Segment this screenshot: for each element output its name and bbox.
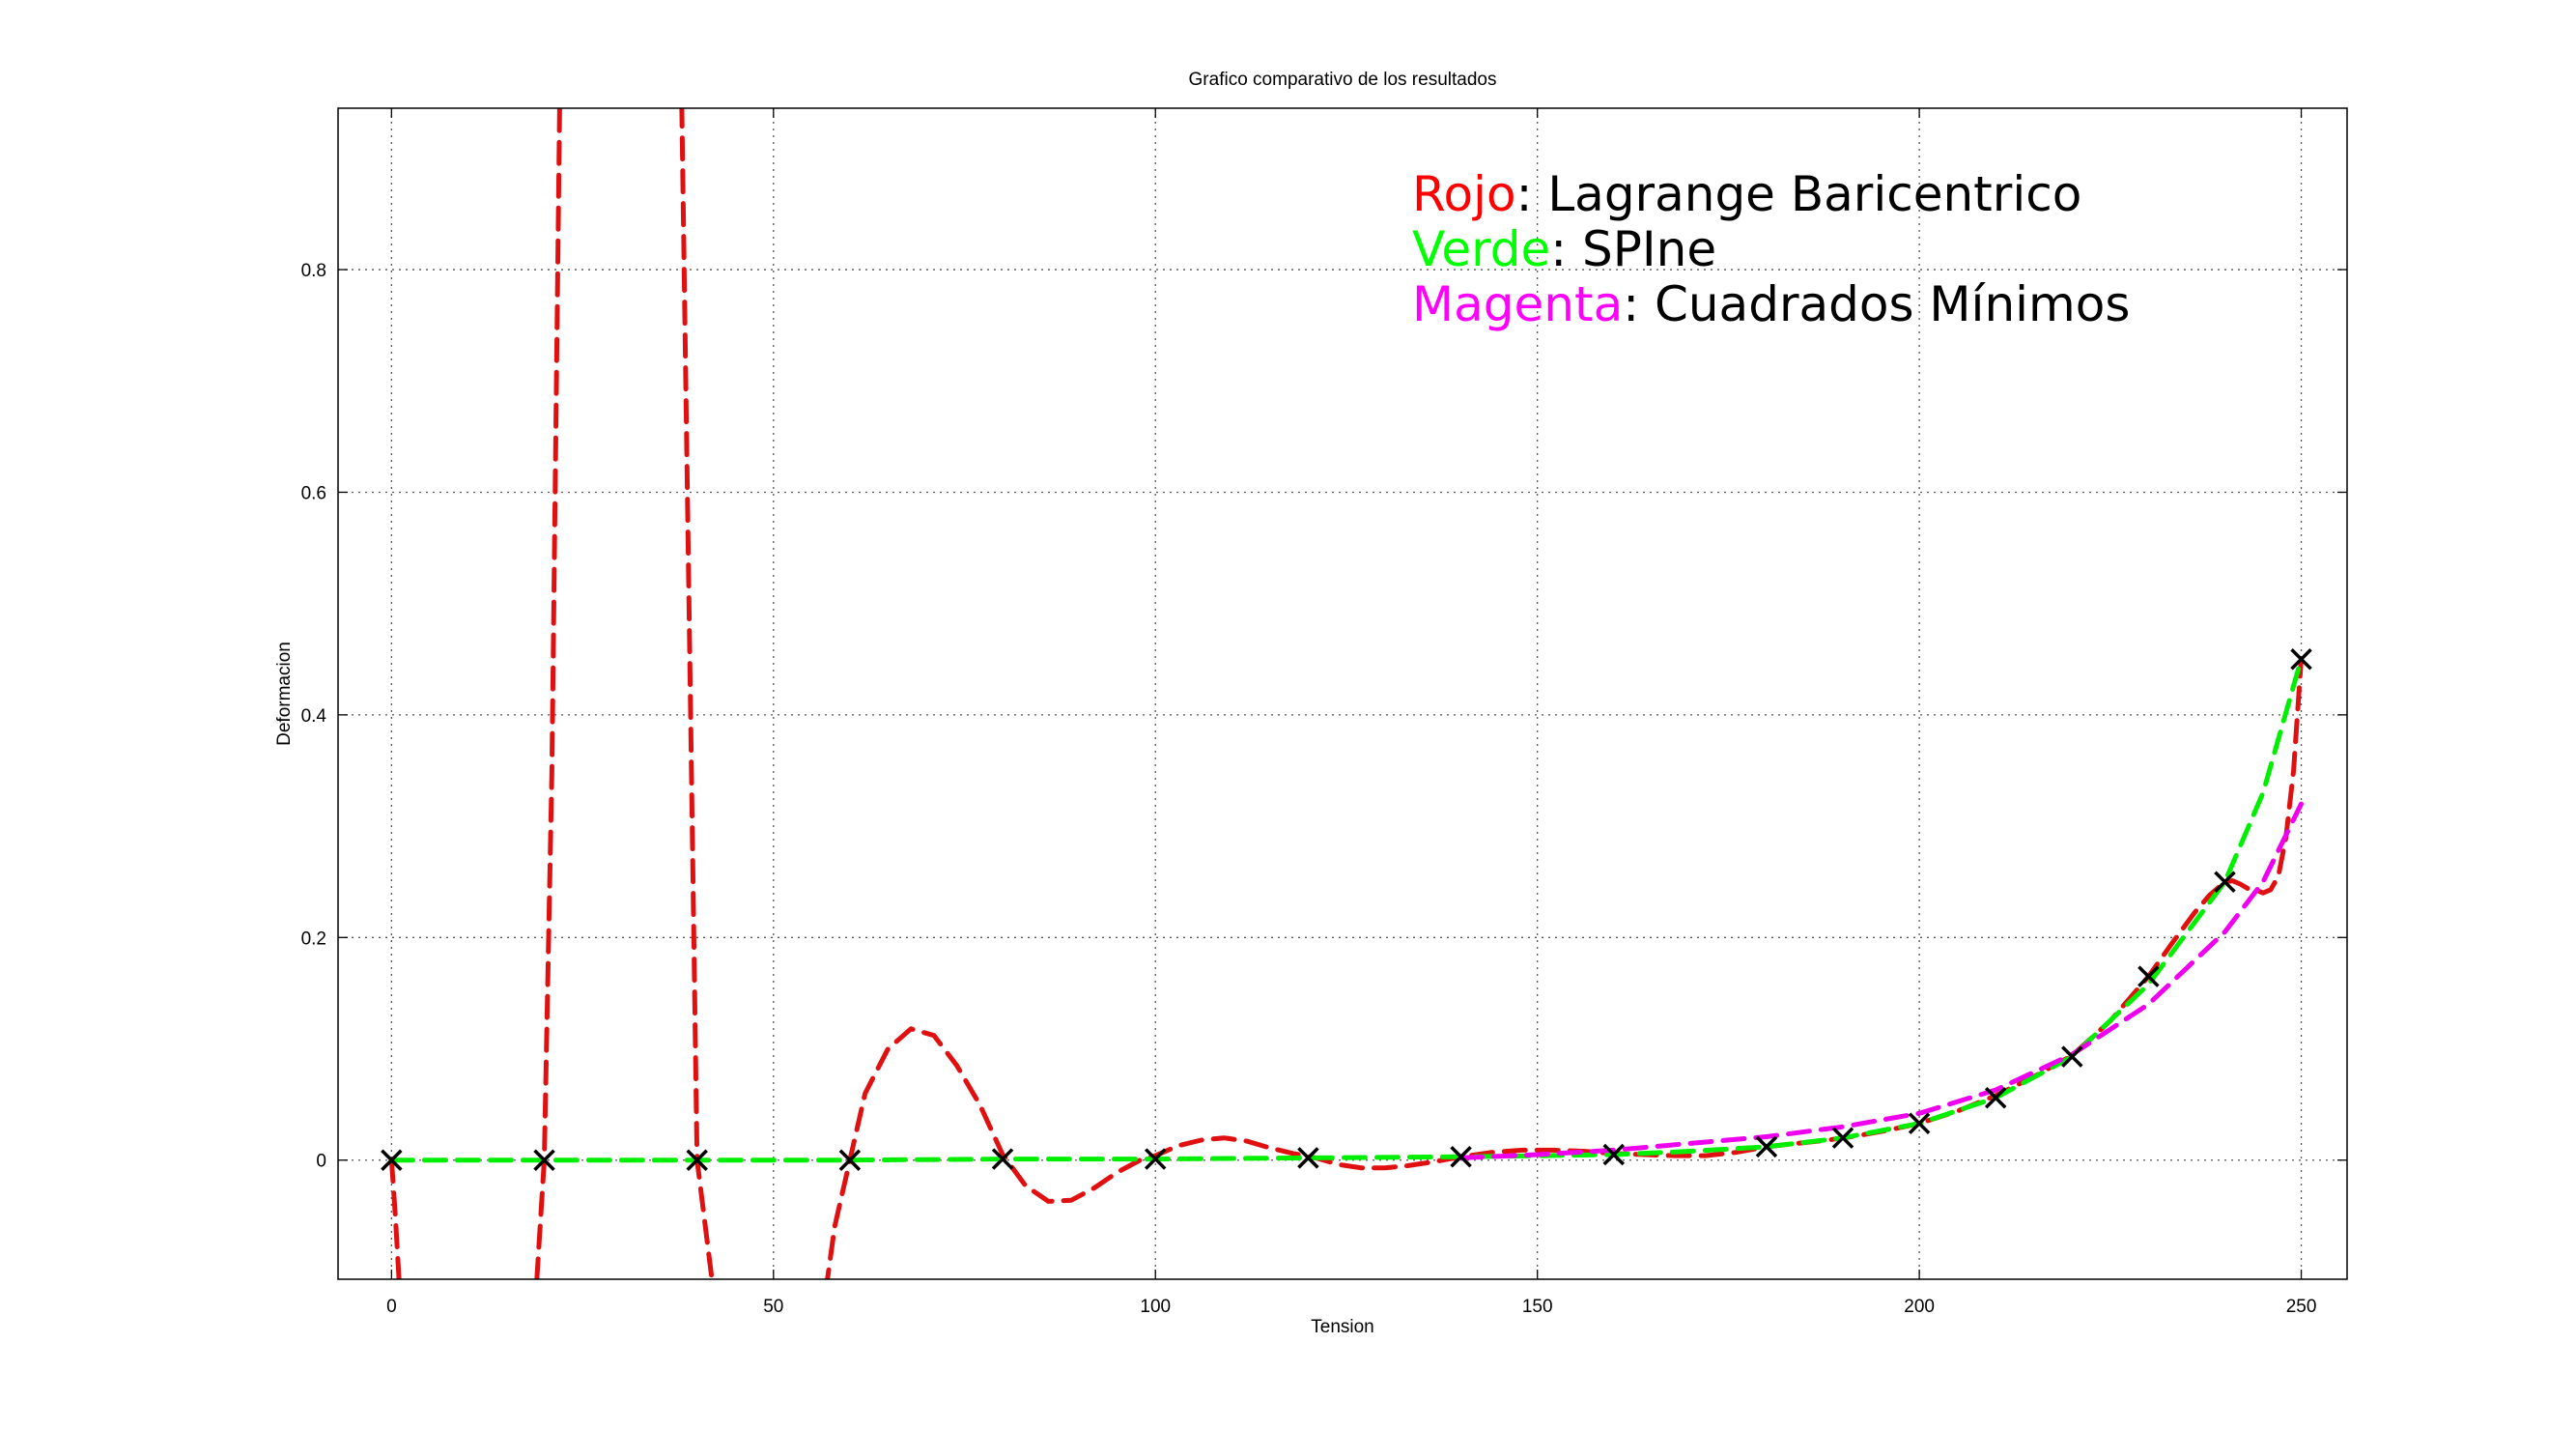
annotation-description: : Cuadrados Mínimos <box>1623 276 2130 332</box>
x-tick-label: 250 <box>2286 1297 2317 1317</box>
data-point-marker <box>1297 1147 1319 1169</box>
series-line-cuadrados <box>1458 801 2304 1160</box>
data-point-marker <box>1755 1135 1778 1158</box>
data-point-marker <box>991 1148 1014 1170</box>
data-point-marker <box>381 1149 403 1171</box>
annotation-color-word: Verde <box>1412 221 1550 277</box>
series-line-lagrange <box>388 108 2304 1279</box>
data-point-marker <box>1144 1148 1167 1170</box>
data-point-marker <box>2137 965 2160 987</box>
data-point-marker <box>1602 1143 1625 1166</box>
y-tick-label: 0 <box>316 1152 326 1172</box>
annotation-line: Magenta: Cuadrados Mínimos <box>1412 276 2130 332</box>
x-tick-label: 50 <box>763 1297 783 1317</box>
annotation-color-word: Magenta <box>1412 276 1623 332</box>
x-tick-label: 150 <box>1522 1297 1553 1317</box>
data-point-marker <box>2214 871 2236 893</box>
data-point-marker <box>2061 1045 2083 1068</box>
plot-frame <box>337 107 2348 1280</box>
data-point-marker <box>533 1149 555 1171</box>
data-point-marker <box>1831 1127 1854 1149</box>
annotation-description: : Lagrange Baricentrico <box>1516 166 2082 222</box>
annotation-line: Verde: SPIne <box>1412 221 1716 277</box>
y-tick-label: 0.6 <box>301 483 326 503</box>
x-axis-title: Tension <box>1311 1317 1374 1337</box>
data-points <box>381 648 2312 1171</box>
data-point-marker <box>1908 1112 1931 1134</box>
annotation-color-word: Rojo <box>1412 166 1516 222</box>
axis-ticks: 0 50 100 150 200 250 0 0.2 0.4 0.6 0.8 <box>301 108 2347 1317</box>
data-point-marker <box>2290 648 2312 671</box>
y-axis-title: Deformacion <box>274 642 295 746</box>
x-tick-label: 200 <box>1904 1297 1935 1317</box>
series-line-spline <box>388 656 2304 1163</box>
grid <box>338 108 2347 1279</box>
data-point-marker <box>838 1149 862 1171</box>
y-tick-label: 0.4 <box>301 706 327 727</box>
data-point-marker <box>1984 1086 2007 1109</box>
y-tick-label: 0.8 <box>301 261 326 281</box>
chart-title: Grafico comparativo de los resultados <box>1189 70 1497 90</box>
annotation-description: : SPIne <box>1550 221 1716 277</box>
x-tick-label: 100 <box>1140 1297 1171 1317</box>
data-point-marker <box>686 1149 708 1171</box>
data-point-marker <box>1450 1146 1472 1168</box>
y-tick-label: 0.2 <box>301 929 326 949</box>
annotation-line: Rojo: Lagrange Baricentrico <box>1412 166 2081 222</box>
x-tick-label: 0 <box>386 1297 397 1317</box>
